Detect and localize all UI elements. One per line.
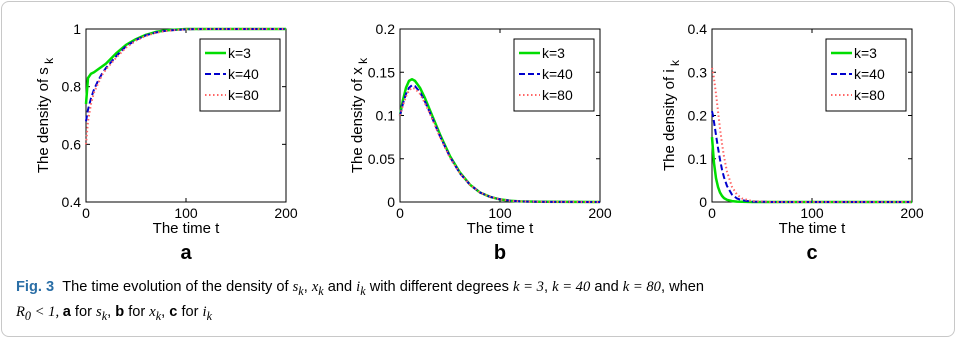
- legend: k=3 k=40 k=80: [825, 38, 907, 112]
- y-tick-label: 0.2: [688, 108, 708, 124]
- legend-label: k=40: [228, 66, 259, 82]
- chart-panel-b: 0 100 200 0 0.05 0.1 0.15 0.2 k=3 k=40 k=80 The tim…: [314, 10, 634, 272]
- caption-math-r: R: [16, 303, 25, 320]
- x-tick-label: 200: [274, 205, 298, 221]
- y-tick-label: 0.15: [368, 64, 395, 80]
- series-line-k-80: [399, 86, 601, 203]
- y-tick-label: 0.4: [688, 21, 708, 37]
- chart-c-svg: 0 100 200 0 0.1 0.2 0.3 0.4 k=3 k=40 k=80 The time …: [661, 21, 924, 264]
- legend-box: [513, 38, 595, 112]
- legend-label: k=3: [854, 45, 877, 61]
- legend-label: k=3: [542, 45, 565, 61]
- caption-math-s: s: [292, 279, 299, 295]
- chart-panel-a: 0 100 200 0.4 0.6 0.8 1 k=3 k=40 k=80 The time t Th…: [0, 10, 320, 272]
- x-tick-label: 0: [82, 205, 90, 221]
- caption-math-k40: k = 40: [552, 279, 591, 295]
- caption-panel-a: a: [62, 303, 71, 320]
- chart-panel-c: 0 100 200 0 0.1 0.2 0.3 0.4 k=3 k=40 k=80 The time …: [626, 10, 946, 272]
- caption-text: , when: [660, 279, 704, 295]
- y-tick-label: 0.8: [62, 79, 82, 95]
- y-tick-label: 0.1: [376, 108, 396, 124]
- caption-math-k3: k = 3: [513, 279, 544, 295]
- x-tick-label: 100: [800, 205, 824, 221]
- caption-text: with different degrees: [365, 279, 514, 295]
- caption-math-sub: k: [101, 308, 108, 323]
- caption-math-sub: k: [298, 283, 304, 298]
- series-line-k-40: [85, 28, 286, 122]
- legend: k=3 k=40 k=80: [199, 38, 281, 112]
- caption-math-sub: 0: [24, 308, 31, 323]
- caption-panel-b: b: [115, 303, 125, 320]
- caption-math-x: x: [311, 279, 319, 295]
- y-axis-label: The density of x k: [349, 57, 370, 173]
- caption-math-sub: k: [155, 308, 162, 323]
- legend: k=3 k=40 k=80: [513, 38, 595, 112]
- x-tick-label: 100: [174, 205, 198, 221]
- caption-text: and: [323, 279, 357, 295]
- y-axis-label-subscript: k: [356, 57, 370, 67]
- y-tick-label: 1: [73, 21, 81, 37]
- caption-math-sub: k: [206, 308, 213, 323]
- caption-text: and: [590, 279, 623, 295]
- caption-text: ,: [161, 303, 170, 320]
- y-tick-label: 0.6: [62, 136, 82, 152]
- legend-label: k=80: [228, 87, 259, 103]
- series-line-k-40: [399, 84, 601, 203]
- y-tick-label: 0: [387, 194, 395, 210]
- panel-letter: b: [494, 242, 506, 264]
- caption-text: for: [177, 303, 203, 320]
- caption-text: for: [124, 303, 150, 320]
- y-tick-label: 0.1: [688, 151, 708, 167]
- y-tick-label: 0.2: [376, 21, 396, 37]
- y-tick-label: 0.3: [688, 64, 708, 80]
- y-axis-label-main: The density of x: [349, 67, 366, 173]
- caption-text: ,: [543, 279, 553, 295]
- y-tick-label: 0: [699, 194, 707, 210]
- x-axis-label: The time t: [467, 220, 535, 237]
- panel-letter: c: [806, 242, 817, 264]
- caption-math-lt: < 1,: [31, 303, 63, 320]
- figure-caption: Fig. 3 The time evolution of the density…: [16, 277, 946, 327]
- x-tick-label: 0: [396, 205, 404, 221]
- caption-math-sub: k: [318, 283, 324, 298]
- y-tick-label: 0.4: [62, 194, 82, 210]
- chart-b-svg: 0 100 200 0 0.05 0.1 0.15 0.2 k=3 k=40 k=80 The tim…: [349, 21, 612, 264]
- caption-text: ,: [303, 279, 312, 295]
- caption-math-k80: k = 80: [622, 279, 661, 295]
- caption-panel-c: c: [169, 303, 178, 320]
- x-tick-label: 200: [900, 205, 924, 221]
- y-axis-label-subscript: k: [42, 57, 56, 67]
- y-axis-label-main: The density of i: [661, 69, 678, 171]
- y-tick-label: 0.05: [368, 151, 395, 167]
- x-axis-label: The time t: [153, 220, 221, 237]
- legend-label: k=80: [542, 87, 573, 103]
- legend-label: k=80: [854, 87, 885, 103]
- caption-text: The time evolution of the density of: [62, 279, 293, 295]
- caption-math-i: i: [356, 279, 361, 295]
- y-axis-label: The density of s k: [35, 57, 56, 173]
- caption-math-s: s: [96, 303, 102, 320]
- y-axis-label: The density of i k: [661, 59, 682, 171]
- caption-text: ,: [107, 303, 116, 320]
- chart-a-svg: 0 100 200 0.4 0.6 0.8 1 k=3 k=40 k=80 The time t Th…: [35, 21, 298, 264]
- caption-figure-label: Fig. 3: [16, 279, 55, 295]
- caption-math-x: x: [149, 303, 156, 320]
- series-line-k-80: [711, 67, 912, 203]
- legend-label: k=3: [228, 45, 251, 61]
- y-axis-label-main: The density of s: [35, 67, 52, 173]
- y-axis-label-subscript: k: [668, 59, 682, 69]
- x-tick-label: 100: [488, 205, 512, 221]
- legend-label: k=40: [542, 66, 573, 82]
- panel-letter: a: [180, 242, 192, 264]
- legend-box: [199, 38, 281, 112]
- caption-text: for: [70, 303, 97, 320]
- x-tick-label: 0: [708, 205, 716, 221]
- caption-math-sub: k: [360, 283, 366, 298]
- x-axis-label: The time t: [779, 220, 847, 237]
- legend-box: [825, 38, 907, 112]
- caption-math-i: i: [202, 303, 207, 320]
- x-tick-label: 200: [588, 205, 612, 221]
- legend-label: k=40: [854, 66, 885, 82]
